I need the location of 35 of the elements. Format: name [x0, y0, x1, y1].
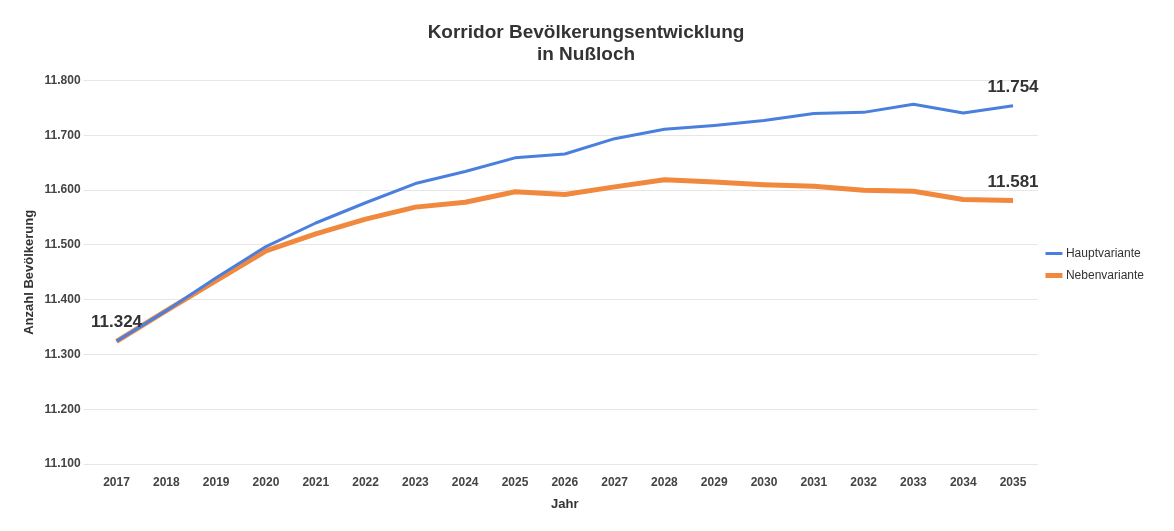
data-label: 11.581 [987, 171, 1039, 191]
x-tick-label: 2028 [651, 474, 679, 489]
x-tick-label: 2017 [103, 474, 131, 489]
x-tick-label: 2021 [302, 474, 330, 489]
x-tick-label: 2020 [252, 474, 280, 489]
x-tick-label: 2019 [202, 474, 230, 489]
y-tick-label: 11.600 [44, 182, 81, 197]
data-label: 11.324 [91, 312, 143, 332]
y-tick-label: 11.200 [44, 401, 81, 416]
y-tick-label: 11.400 [44, 292, 81, 306]
x-tick-label: 2032 [850, 474, 878, 489]
y-tick-label: 11.800 [44, 72, 81, 87]
x-axis-title: Jahr [551, 495, 579, 511]
y-tick-label: 11.300 [44, 346, 81, 361]
y-tick-label: 11.100 [44, 456, 81, 471]
y-tick-label: 11.700 [44, 127, 81, 142]
chart-title: Korridor Bevölkerungsentwicklung in Nußloch [427, 20, 745, 65]
x-tick-label: 2027 [601, 474, 629, 489]
x-tick-label: 2034 [949, 474, 977, 489]
y-tick-label: 11.500 [44, 237, 81, 252]
legend-label: Nebenvariante [1065, 267, 1145, 282]
x-tick-label: 2018 [153, 474, 181, 489]
x-tick-label: 2023 [402, 474, 430, 489]
legend-label: Hauptvariante [1065, 245, 1141, 260]
x-tick-label: 2026 [551, 474, 579, 489]
x-tick-label: 2030 [750, 474, 778, 489]
x-tick-label: 2022 [352, 474, 380, 489]
x-tick-label: 2029 [700, 474, 728, 489]
data-label: 11.754 [987, 76, 1040, 96]
x-tick-label: 2025 [501, 474, 529, 489]
x-tick-label: 2024 [451, 474, 479, 489]
y-axis-title: Anzahl Bevölkerung [21, 209, 37, 335]
x-tick-label: 2033 [900, 474, 928, 489]
x-tick-label: 2031 [800, 474, 828, 489]
x-tick-label: 2035 [999, 474, 1027, 489]
